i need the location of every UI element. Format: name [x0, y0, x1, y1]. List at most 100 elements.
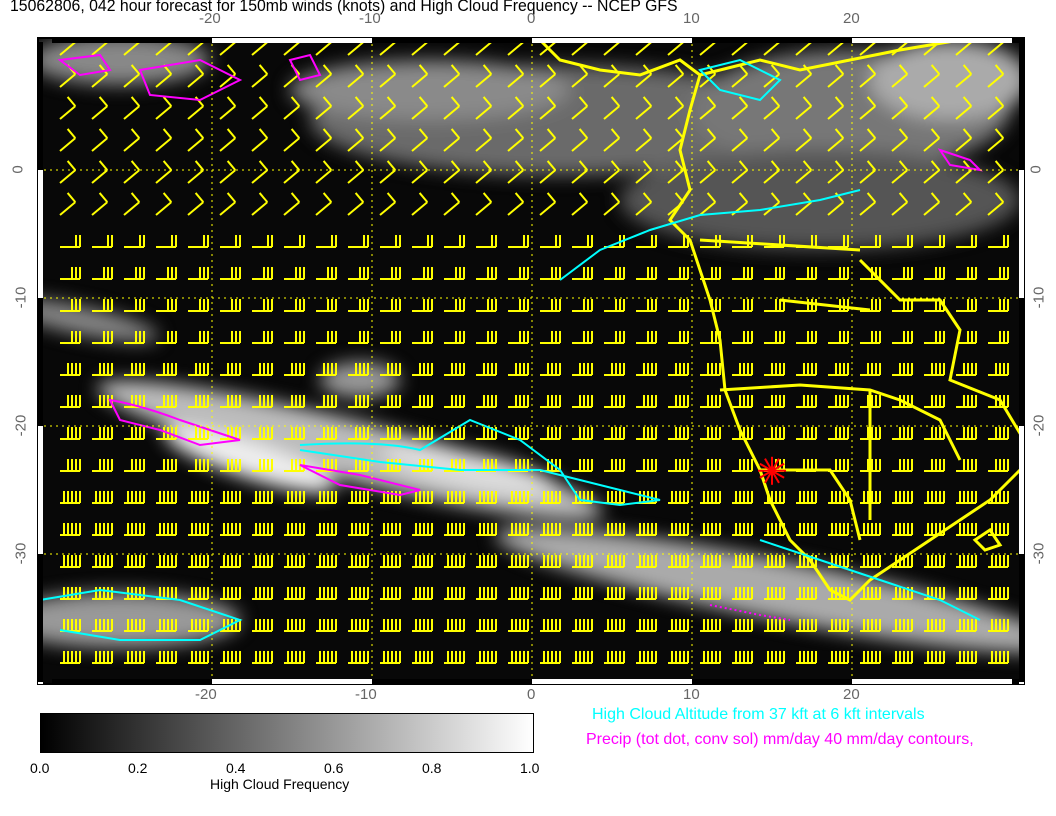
- wind-barb: [508, 651, 529, 664]
- wind-barb: [252, 363, 273, 376]
- frame-segment: [38, 42, 43, 170]
- wind-barb: [763, 160, 781, 184]
- wind-barb: [892, 651, 913, 664]
- wind-barb: [156, 555, 177, 568]
- wind-barb: [796, 267, 817, 280]
- wind-barb: [955, 96, 973, 120]
- wind-barb: [60, 267, 81, 280]
- wind-barb: [220, 267, 241, 280]
- wind-barb: [220, 651, 241, 664]
- wind-barb: [668, 619, 689, 632]
- wind-barb: [284, 331, 305, 344]
- lat-tick-right: -20: [1030, 414, 1048, 437]
- wind-barb: [635, 96, 653, 120]
- wind-barb: [987, 96, 1005, 120]
- wind-barb: [732, 651, 753, 664]
- wind-barb: [187, 160, 205, 184]
- wind-barb: [891, 160, 909, 184]
- wind-barb: [411, 192, 429, 216]
- wind-barb: [956, 651, 977, 664]
- wind-barb: [636, 395, 657, 408]
- wind-barb: [572, 331, 593, 344]
- lon-tick-bottom: 10: [683, 686, 700, 703]
- wind-barb: [604, 427, 625, 440]
- wind-barb: [476, 587, 497, 600]
- wind-barb: [347, 64, 365, 88]
- wind-barb: [283, 96, 301, 120]
- wind-barb: [828, 555, 849, 568]
- wind-barb: [60, 459, 81, 472]
- wind-barb: [252, 235, 273, 248]
- wind-barb: [700, 395, 721, 408]
- wind-barb: [668, 651, 689, 664]
- wind-barb: [508, 299, 529, 312]
- wind-barb: [476, 491, 497, 504]
- wind-barb: [732, 523, 753, 536]
- wind-barb: [475, 128, 493, 152]
- wind-barb: [924, 395, 945, 408]
- wind-barb: [412, 491, 433, 504]
- wind-barb: [572, 299, 593, 312]
- wind-barb: [828, 331, 849, 344]
- wind-barb: [956, 491, 977, 504]
- wind-barb: [220, 395, 241, 408]
- lon-tick-top: -20: [199, 10, 221, 27]
- wind-barb: [667, 96, 685, 120]
- wind-barb: [636, 267, 657, 280]
- wind-barb: [379, 96, 397, 120]
- wind-barb: [924, 267, 945, 280]
- wind-barb: [155, 160, 173, 184]
- wind-barb: [348, 587, 369, 600]
- frame-segment: [1019, 554, 1024, 682]
- wind-barb: [732, 363, 753, 376]
- wind-barb: [475, 96, 493, 120]
- wind-barb: [572, 363, 593, 376]
- wind-barb: [60, 363, 81, 376]
- wind-barb: [316, 363, 337, 376]
- wind-barb: [508, 267, 529, 280]
- wind-barb: [540, 363, 561, 376]
- wind-barb: [988, 235, 1009, 248]
- wind-barb: [60, 299, 81, 312]
- wind-barb: [572, 267, 593, 280]
- wind-barb: [380, 619, 401, 632]
- wind-barb: [508, 395, 529, 408]
- wind-barb: [668, 523, 689, 536]
- wind-barb: [892, 363, 913, 376]
- wind-barb: [668, 395, 689, 408]
- wind-barb: [156, 523, 177, 536]
- wind-barb: [251, 96, 269, 120]
- wind-barb: [668, 555, 689, 568]
- wind-barb: [188, 651, 209, 664]
- wind-barb: [412, 363, 433, 376]
- wind-barb: [476, 267, 497, 280]
- wind-barb: [796, 427, 817, 440]
- wind-barb: [508, 555, 529, 568]
- wind-barb: [955, 64, 973, 88]
- wind-barb: [539, 64, 557, 88]
- precip-legend: Precip (tot dot, conv sol) mm/day 40 mm/…: [586, 731, 974, 748]
- wind-barb: [988, 619, 1009, 632]
- wind-barb: [220, 235, 241, 248]
- wind-barb: [540, 651, 561, 664]
- wind-barb: [411, 96, 429, 120]
- wind-barb: [635, 160, 653, 184]
- wind-barb: [188, 299, 209, 312]
- wind-barb: [380, 555, 401, 568]
- wind-barb: [156, 267, 177, 280]
- wind-barb: [827, 96, 845, 120]
- frame-segment: [852, 38, 1012, 43]
- wind-barb: [731, 64, 749, 88]
- wind-barb: [316, 555, 337, 568]
- wind-barb: [476, 555, 497, 568]
- wind-barb: [604, 619, 625, 632]
- wind-barb: [795, 128, 813, 152]
- wind-barb: [348, 363, 369, 376]
- wind-barb: [859, 128, 877, 152]
- wind-barb: [508, 363, 529, 376]
- wind-barb: [860, 587, 881, 600]
- wind-barb: [731, 96, 749, 120]
- frame-segment: [1019, 426, 1024, 554]
- wind-barb: [508, 331, 529, 344]
- wind-barb: [443, 192, 461, 216]
